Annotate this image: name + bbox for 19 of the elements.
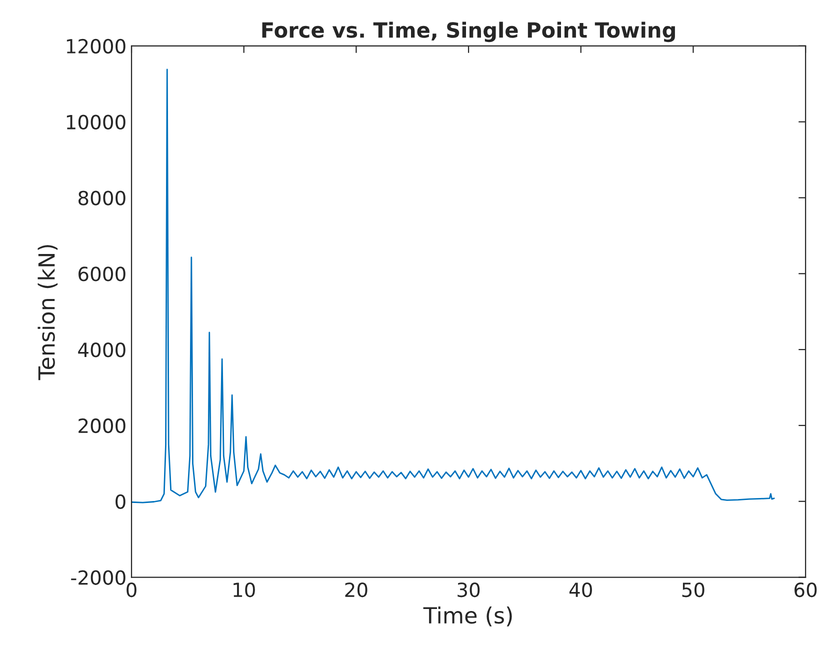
y-tick-label: 10000: [66, 114, 126, 130]
x-tick-label: 20: [345, 582, 368, 598]
x-tick-label: 40: [569, 582, 592, 598]
chart-title: Force vs. Time, Single Point Towing: [262, 22, 675, 42]
y-axis-title: Tension (kN): [38, 245, 58, 380]
x-tick-label: 10: [234, 582, 255, 598]
x-tick-label: 50: [682, 582, 704, 598]
y-tick-label: -2000: [71, 570, 126, 585]
y-tick-label: 12000: [66, 38, 126, 54]
y-tick-label: 0: [116, 494, 126, 510]
x-tick-label: 60: [794, 582, 817, 598]
x-tick-label: 0: [126, 582, 136, 598]
x-tick-label: 30: [458, 582, 480, 598]
y-tick-label: 2000: [78, 418, 126, 434]
y-tick-label: 6000: [78, 266, 126, 282]
x-axis-title: Time (s): [423, 606, 512, 626]
line-series: [132, 68, 775, 504]
y-tick-label: 8000: [78, 190, 126, 206]
y-tick-label: 4000: [78, 342, 126, 358]
